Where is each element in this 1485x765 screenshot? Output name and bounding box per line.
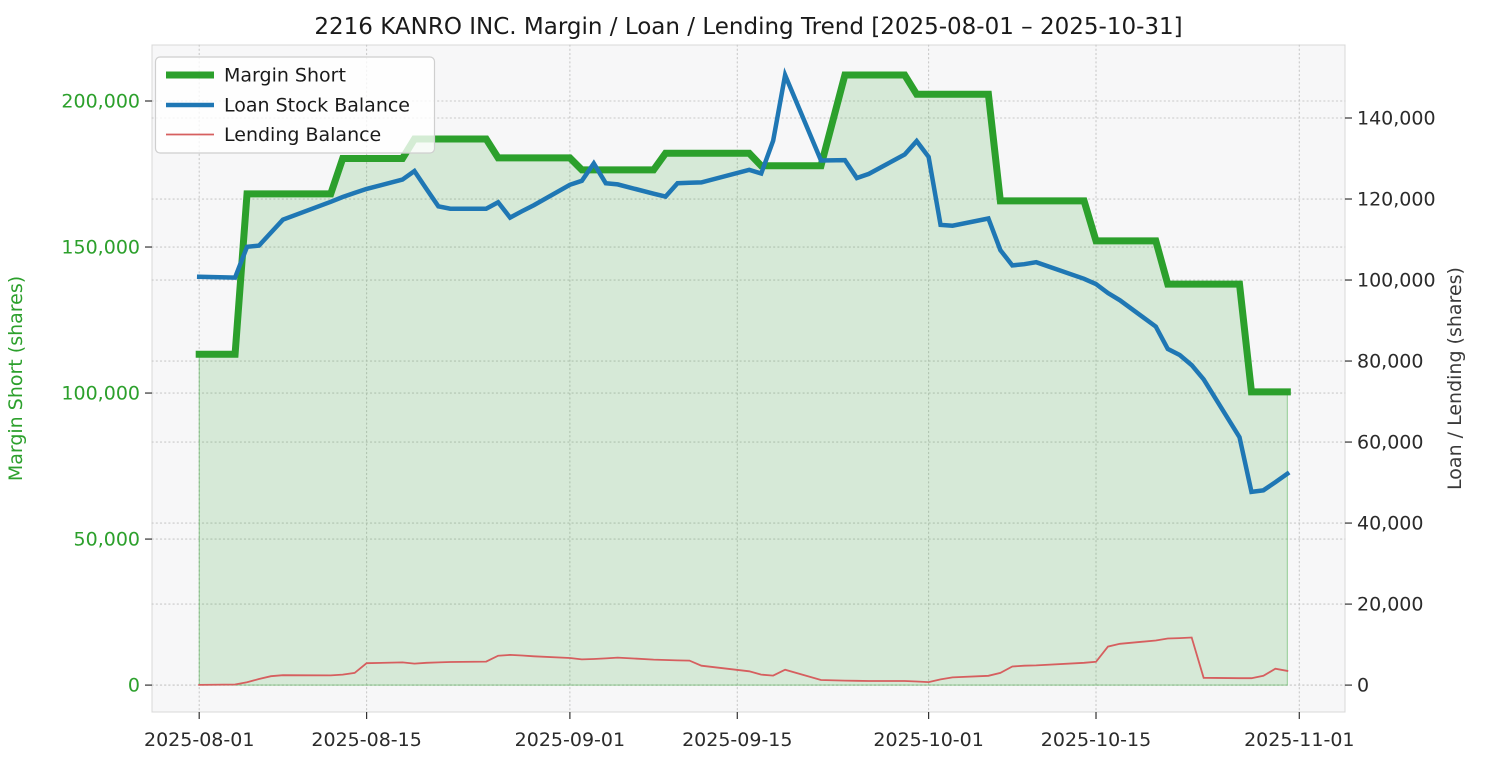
legend: Margin Short Loan Stock Balance Lending …	[154, 56, 436, 154]
left-tick-label: 0	[128, 675, 140, 697]
x-tick-label: 2025-10-15	[1041, 729, 1151, 751]
legend-label-margin-short: Margin Short	[224, 65, 346, 87]
x-tick-label: 2025-08-15	[311, 729, 421, 751]
left-axis-label: Margin Short (shares)	[5, 276, 27, 481]
legend-label-loan-stock-balance: Loan Stock Balance	[224, 95, 410, 117]
right-tick-label: 140,000	[1357, 108, 1436, 130]
right-tick-label: 100,000	[1357, 270, 1436, 292]
x-tick-label: 2025-10-01	[873, 729, 983, 751]
legend-label-lending-balance: Lending Balance	[224, 124, 381, 146]
x-tick-label: 2025-08-01	[144, 729, 254, 751]
legend-box	[154, 56, 436, 154]
right-tick-label: 40,000	[1357, 513, 1423, 535]
right-tick-label: 20,000	[1357, 594, 1423, 616]
left-tick-label: 150,000	[61, 237, 140, 259]
margin-short-line	[195, 71, 1291, 396]
left-tick-label: 50,000	[74, 529, 140, 551]
lending-balance-line	[198, 636, 1289, 686]
loan-stock-balance-line	[196, 67, 1291, 495]
right-axis-label: Loan / Lending (shares)	[1444, 267, 1466, 490]
x-tick-label: 2025-09-01	[515, 729, 625, 751]
x-tick-label: 2025-11-01	[1244, 729, 1354, 751]
left-tick-label: 200,000	[61, 91, 140, 113]
left-tick-label: 100,000	[61, 383, 140, 405]
right-tick-label: 120,000	[1357, 189, 1436, 211]
axis-ticks: 2025-08-01 2025-08-15 2025-09-01 2025-09-15…	[61, 91, 1435, 752]
right-tick-label: 60,000	[1357, 432, 1423, 454]
right-tick-label: 0	[1357, 675, 1369, 697]
chart-title: 2216 KANRO INC. Margin / Loan / Lending …	[314, 14, 1182, 40]
right-tick-label: 80,000	[1357, 351, 1423, 373]
series-lines	[195, 67, 1291, 686]
x-tick-label: 2025-09-15	[682, 729, 792, 751]
